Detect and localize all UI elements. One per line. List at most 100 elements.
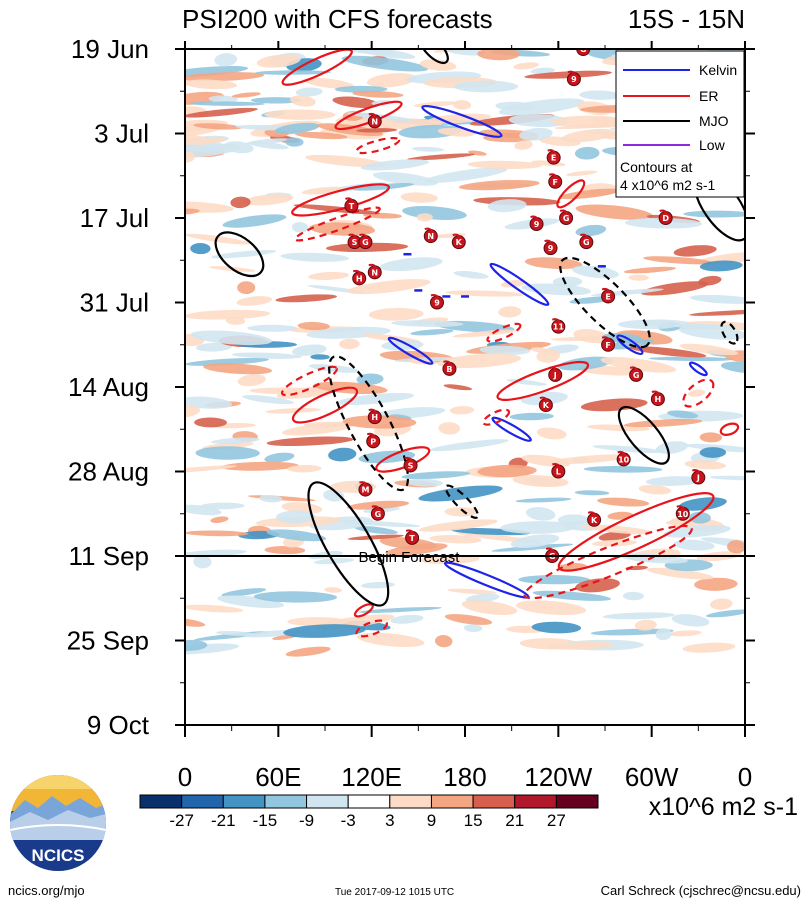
anomaly-shading bbox=[185, 49, 745, 657]
storm-marker: J bbox=[691, 469, 706, 485]
storm-arm bbox=[545, 547, 556, 554]
anomaly-patch bbox=[548, 454, 631, 465]
legend: Kelvin ER MJO Low Contours at 4 x10^6 m2… bbox=[615, 50, 745, 198]
chart-title: PSI200 with CFS forecasts bbox=[182, 4, 493, 34]
contour-mjo bbox=[444, 484, 480, 519]
anomaly-patch bbox=[356, 128, 398, 133]
anomaly-patch bbox=[477, 49, 521, 61]
anomaly-patch bbox=[390, 614, 424, 624]
anomaly-patch bbox=[250, 97, 302, 104]
anomaly-patch bbox=[208, 95, 238, 103]
colorbar-level: 27 bbox=[547, 811, 566, 830]
anomaly-patch bbox=[498, 98, 585, 116]
anomaly-patch bbox=[575, 578, 620, 593]
anomaly-patch bbox=[230, 196, 251, 209]
storm-symbol bbox=[576, 49, 591, 56]
contour-er bbox=[496, 360, 590, 401]
anomaly-patch bbox=[231, 352, 302, 359]
anomaly-patch bbox=[275, 294, 337, 303]
anomaly-patch bbox=[188, 101, 265, 106]
storm-label: E bbox=[605, 292, 610, 301]
anomaly-patch bbox=[305, 154, 387, 168]
anomaly-patch bbox=[699, 447, 727, 458]
anomaly-patch bbox=[420, 554, 480, 565]
anomaly-patch bbox=[512, 474, 569, 488]
storm-marker: T bbox=[344, 197, 359, 213]
storm-marker: H bbox=[367, 408, 382, 425]
anomaly-patch bbox=[280, 252, 350, 262]
y-tick-label: 19 Jun bbox=[71, 34, 149, 64]
x-axis-labels: 0 60E 120E 180 120W 60W 0 bbox=[178, 762, 752, 792]
anomaly-patch bbox=[309, 222, 376, 236]
legend-note-2: 4 x10^6 m2 s-1 bbox=[620, 177, 715, 193]
anomaly-patch bbox=[419, 519, 498, 532]
anomaly-patch bbox=[602, 612, 675, 620]
x-tick-label: 60E bbox=[255, 762, 301, 792]
anomaly-patch bbox=[477, 464, 537, 478]
anomaly-patch bbox=[274, 122, 320, 134]
anomaly-patch bbox=[185, 643, 240, 655]
anomaly-patch bbox=[444, 614, 493, 625]
storm-label: J bbox=[696, 474, 700, 483]
anomaly-patch bbox=[266, 529, 327, 542]
anomaly-patch bbox=[515, 497, 572, 503]
storm-arm bbox=[539, 396, 549, 403]
contour-er bbox=[280, 365, 338, 397]
anomaly-patch bbox=[185, 640, 208, 651]
storm-marker: D bbox=[658, 209, 673, 225]
anomaly-patch bbox=[368, 307, 424, 321]
anomaly-patch bbox=[406, 478, 444, 487]
anomaly-patch bbox=[242, 395, 294, 405]
anomaly-patch bbox=[185, 233, 251, 245]
anomaly-patch bbox=[203, 137, 226, 143]
storm-marker: 9 bbox=[566, 70, 581, 87]
anomaly-patch bbox=[575, 204, 654, 220]
storm-arm bbox=[552, 318, 562, 325]
anomaly-patch bbox=[291, 222, 309, 233]
anomaly-patch bbox=[265, 407, 321, 414]
storm-marker: J bbox=[548, 366, 563, 382]
anomaly-patch bbox=[416, 213, 433, 222]
colorbar-level: 21 bbox=[505, 811, 524, 830]
colorbar-units: x10^6 m2 s-1 bbox=[649, 793, 798, 821]
anomaly-patch bbox=[678, 325, 745, 340]
storm-label: N bbox=[371, 268, 378, 277]
anomaly-patch bbox=[688, 389, 706, 397]
anomaly-patch bbox=[308, 271, 350, 280]
anomaly-patch bbox=[435, 635, 453, 648]
storm-marker: H bbox=[352, 269, 367, 286]
contour-er bbox=[523, 524, 693, 600]
legend-note-1: Contours at bbox=[620, 159, 692, 175]
anomaly-patch bbox=[532, 590, 611, 601]
anomaly-patch bbox=[336, 392, 415, 406]
anomaly-patch bbox=[453, 100, 472, 110]
anomaly-patch bbox=[297, 321, 330, 331]
y-tick-label: 11 Sep bbox=[69, 541, 149, 571]
anomaly-patch bbox=[282, 422, 354, 436]
anomaly-patch bbox=[352, 183, 415, 191]
colorbar-level: 15 bbox=[464, 811, 483, 830]
storm-marker: 10 bbox=[616, 450, 631, 467]
legend-er: ER bbox=[699, 88, 718, 104]
colorbar-level: 9 bbox=[427, 811, 436, 830]
anomaly-patch bbox=[236, 296, 273, 306]
anomaly-patch bbox=[231, 92, 261, 98]
anomaly-patch bbox=[323, 489, 345, 502]
y-tick-label: 9 Oct bbox=[87, 710, 150, 740]
anomaly-patch bbox=[500, 521, 576, 534]
storm-arm bbox=[371, 505, 381, 512]
anomaly-patch bbox=[491, 543, 574, 552]
colorbar-swatch bbox=[514, 794, 557, 809]
storm-label: G bbox=[375, 510, 382, 519]
storm-label: E bbox=[551, 154, 556, 163]
storm-label: F bbox=[552, 178, 557, 187]
storm-arm bbox=[547, 149, 557, 156]
storm-arm bbox=[552, 463, 562, 469]
storm-marker: F bbox=[601, 336, 616, 352]
anomaly-patch bbox=[194, 417, 227, 428]
logo-sky-top bbox=[10, 775, 106, 789]
anomaly-patch bbox=[640, 281, 709, 296]
anomaly-patch bbox=[301, 186, 345, 195]
anomaly-patch bbox=[592, 445, 665, 454]
anomaly-patch bbox=[185, 79, 238, 90]
